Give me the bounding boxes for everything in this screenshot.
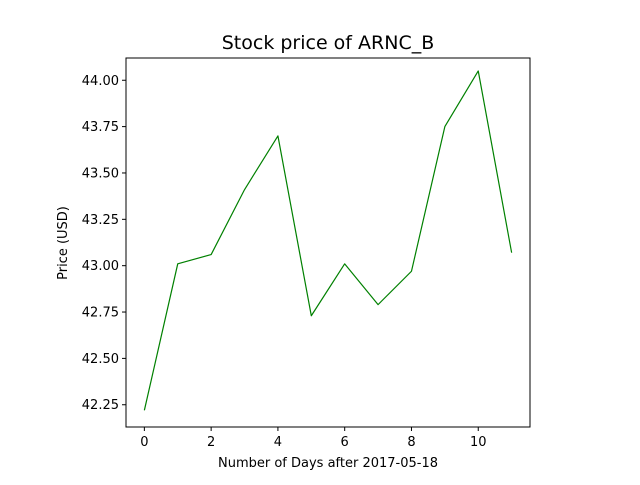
x-tick-label: 10 <box>470 435 487 450</box>
x-tick-label: 6 <box>341 435 349 450</box>
x-axis: 0 2 4 6 8 10 <box>140 427 486 450</box>
y-tick-label: 43.25 <box>82 213 119 228</box>
x-axis-label: Number of Days after 2017-05-18 <box>218 456 438 471</box>
y-tick-label: 43.50 <box>82 166 119 181</box>
chart-title: Stock price of ARNC_B <box>222 32 435 54</box>
y-tick-label: 42.50 <box>82 352 119 367</box>
y-tick-label: 42.25 <box>82 398 119 413</box>
y-tick-label: 44.00 <box>82 74 119 89</box>
y-tick-label: 43.00 <box>82 259 119 274</box>
x-tick-label: 4 <box>274 435 282 450</box>
plot-area <box>126 58 530 427</box>
x-tick-label: 2 <box>207 435 215 450</box>
y-tick-label: 43.75 <box>82 120 119 135</box>
y-axis-label: Price (USD) <box>56 206 71 280</box>
x-tick-label: 0 <box>140 435 148 450</box>
y-tick-label: 42.75 <box>82 306 119 321</box>
x-tick-label: 8 <box>407 435 415 450</box>
axes-frame <box>126 58 530 427</box>
series-line-0 <box>144 71 511 410</box>
y-axis: 42.25 42.50 42.75 43.00 43.25 43.50 43.75 44.00 <box>82 74 126 413</box>
